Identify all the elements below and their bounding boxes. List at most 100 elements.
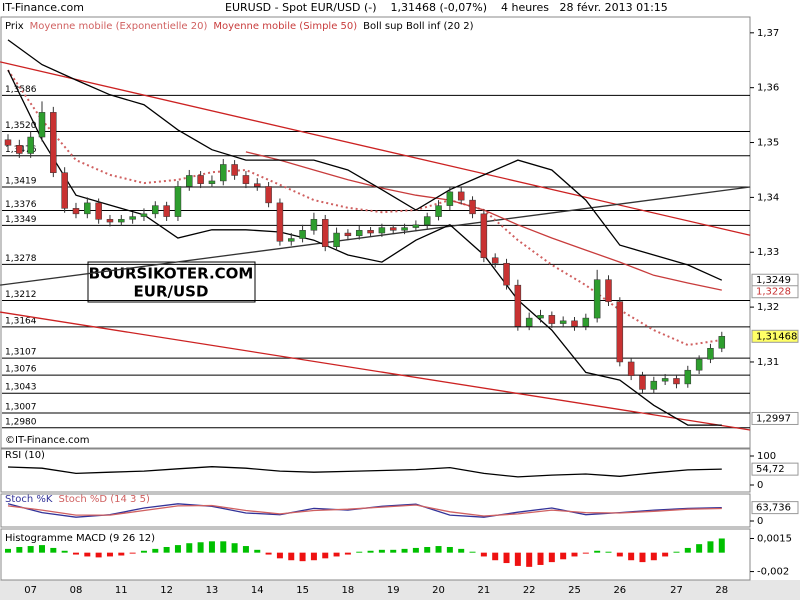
level-label: 1,3107 [5,348,37,358]
candle-body [299,230,306,239]
candle-body [537,315,544,319]
candle-body [548,315,556,324]
histogram-bar [38,545,45,553]
x-tick-label: 28 [715,585,728,596]
histogram-bar [514,552,521,566]
value-tag [751,501,799,515]
candle-body [367,230,374,234]
histogram-bar [254,549,261,553]
candle-body [344,232,352,237]
histogram-bar [220,541,227,553]
candle-body [582,317,590,327]
y-tick-label: 1,35 [757,138,779,149]
legend-entry: Histogramme MACD (9 26 12) [5,533,155,544]
histogram-bar [276,552,283,559]
candle-body [401,227,408,231]
histogram-bar [242,546,249,553]
price-panel [0,16,751,449]
histogram-bar [174,545,181,553]
histogram-bar [356,551,363,553]
histogram-bar [390,549,397,553]
candle-body [254,183,261,187]
legend-entry: RSI (10) [5,450,45,461]
watermark-line: EUR/USD [134,283,209,301]
value-tag [751,462,799,476]
candle-body [446,191,454,206]
level-label: 1,3212 [5,290,37,300]
x-tick-label: 12 [160,585,173,596]
value-tag [751,411,799,425]
histogram-bar [537,552,544,565]
histogram-bar [605,551,612,553]
histogram-bar [446,546,453,553]
histogram-bar [571,552,578,557]
y-tick-label: 1,36 [757,83,779,94]
histogram-bar [616,552,623,557]
candle-body [718,336,726,349]
candle-body [423,216,431,226]
candle-body [38,112,46,138]
candle-body [197,175,204,184]
candle-body [288,238,295,242]
histogram-bar [582,552,589,554]
candle-body [695,358,703,371]
candle-body [355,230,363,237]
histogram-bar [197,542,204,553]
candle-body [106,219,114,223]
candle-body [616,301,624,363]
watermark-box [87,261,256,303]
value-tag-label: 1,3228 [756,287,791,298]
histogram-bar [378,549,385,553]
value-tag-label: 1,3249 [756,275,791,286]
histogram-bar [299,552,306,562]
histogram-bar [61,550,68,553]
x-tick-label: 14 [251,585,264,596]
indicator-line [7,504,722,517]
candle-body [321,219,329,248]
histogram-bar [208,541,215,553]
histogram-bar [186,543,193,553]
histogram-bar [118,552,125,556]
histogram-bar [435,546,442,553]
histogram-bar [673,551,680,553]
x-tick-label: 18 [342,585,355,596]
candle-body [593,279,601,319]
histogram-bar [684,547,691,553]
y-tick-label: 0 [757,516,763,527]
candle-body [571,320,578,327]
level-label: 1,3164 [5,316,37,326]
histogram-bar [140,550,147,553]
y-tick-label: 0 [757,480,763,491]
histogram-bar [322,552,329,559]
candle-body [378,227,386,234]
level-label: 1,3376 [5,200,37,210]
trend-line [0,61,751,236]
candle-body [389,227,397,231]
x-tick-label: 15 [296,585,309,596]
histogram-bar [696,544,703,553]
histogram-bar [367,550,374,553]
x-tick-label: 25 [568,585,581,596]
x-tick-label: 07 [24,585,37,596]
value-tag [751,285,799,299]
candle-body [27,136,34,154]
histogram-bar [310,552,317,561]
candle-body [118,219,125,223]
candle-body [208,180,216,184]
y-tick-label: -0,002 [757,567,789,578]
histogram-bar [27,546,34,553]
candle-body [650,380,658,390]
x-tick-label: 26 [613,585,626,596]
histogram-bar [662,552,669,557]
x-tick-label: 11 [115,585,128,596]
x-tick-label: 19 [387,585,400,596]
level-label: 1,3586 [5,85,37,95]
candle-body [661,378,669,382]
candle-body [514,284,522,327]
histogram-bar [401,548,408,553]
candle-body [140,213,148,217]
candle-body [684,369,692,385]
level-label: 1,3278 [5,254,37,264]
y-tick-label: 1,31 [757,357,779,368]
x-tick-label: 21 [477,585,490,596]
